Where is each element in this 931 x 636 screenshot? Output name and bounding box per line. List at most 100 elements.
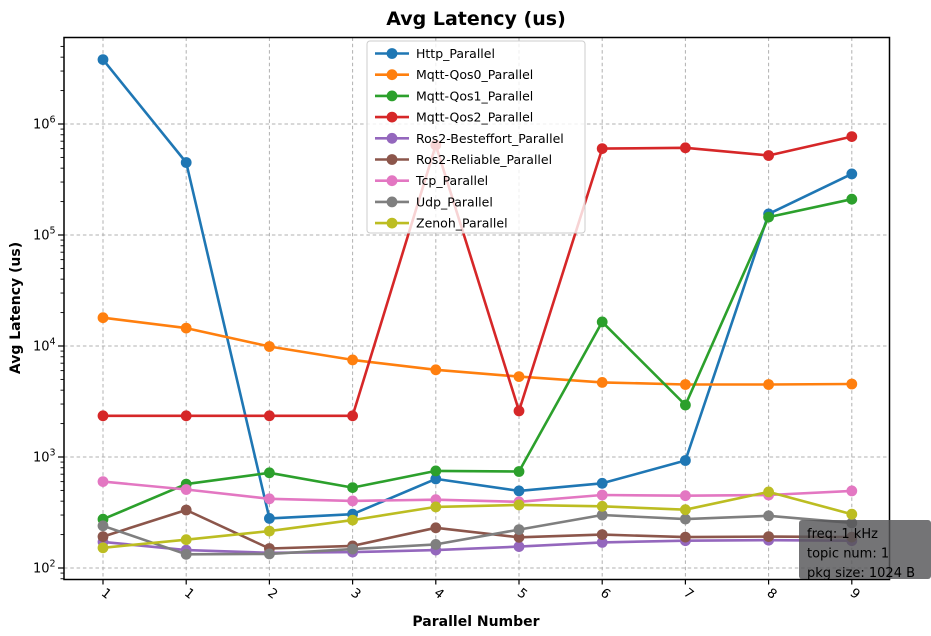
data-point (846, 508, 858, 520)
legend-label: Zenoh_Parallel (416, 216, 508, 231)
x-tick-label: 6 (597, 586, 613, 603)
x-tick-label: 3 (348, 586, 364, 603)
legend-marker (386, 196, 398, 208)
data-point (596, 509, 608, 521)
legend-marker (386, 48, 398, 59)
data-point (430, 522, 442, 534)
data-point (180, 322, 192, 334)
data-point (97, 531, 109, 542)
axes (58, 36, 891, 585)
data-point (180, 504, 192, 516)
data-point (680, 399, 691, 411)
series-line-Udp_Parallel (101, 513, 854, 556)
series-line-Ros2-Reliable_Parallel (101, 508, 854, 550)
x-axis-label: Parallel Number (412, 614, 539, 630)
legend-item-Udp_Parallel: Udp_Parallel (375, 194, 493, 209)
data-point (763, 510, 774, 522)
legend-marker (386, 69, 398, 81)
data-point (513, 405, 525, 417)
legend-marker (386, 111, 398, 123)
annotation-line: freq: 1 kHz (807, 527, 878, 542)
series-line-Tcp_Parallel (101, 480, 854, 504)
data-point (97, 520, 109, 532)
legend-item-Ros2-Besteffort_Parallel: Ros2-Besteffort_Parallel (375, 131, 564, 146)
series-line-Ros2-Besteffort_Parallel (101, 538, 854, 555)
data-point (430, 364, 442, 376)
legend-item-Mqtt-Qos1_Parallel: Mqtt-Qos1_Parallel (375, 88, 533, 103)
x-tick-label: 1 (98, 586, 114, 603)
data-point (97, 54, 109, 65)
data-point (680, 142, 691, 154)
data-point (680, 531, 691, 543)
legend-item-Mqtt-Qos0_Parallel: Mqtt-Qos0_Parallel (375, 67, 533, 82)
data-point (513, 531, 525, 543)
data-point (846, 378, 858, 390)
data-point (180, 548, 192, 560)
x-tick-label: 9 (847, 586, 863, 603)
data-point (180, 534, 192, 546)
legend-item-Http_Parallel: Http_Parallel (375, 46, 495, 61)
series-line-Mqtt-Qos1_Parallel (101, 197, 854, 521)
y-tick-label: 106 (33, 115, 56, 133)
data-point (513, 541, 525, 552)
legend: Http_Parallel Mqtt-Qos0_Parallel Mqtt-Qos1… (366, 40, 586, 234)
y-tick-label: 104 (33, 337, 56, 355)
data-point (347, 495, 358, 507)
legend-marker (386, 217, 398, 229)
series-line-Mqtt-Qos2_Parallel (101, 135, 854, 418)
data-point (513, 371, 525, 382)
data-point (97, 476, 109, 487)
legend-item-Zenoh_Parallel: Zenoh_Parallel (375, 216, 508, 231)
y-tick-label: 102 (33, 559, 56, 577)
data-point (846, 193, 858, 205)
legend-item-Mqtt-Qos2_Parallel: Mqtt-Qos2_Parallel (375, 110, 533, 125)
annotation-background (799, 520, 931, 579)
data-point (680, 513, 691, 525)
x-tick-label: 5 (514, 586, 530, 603)
x-tick-label: 8 (764, 586, 780, 603)
legend-label: Tcp_Parallel (415, 173, 488, 188)
x-tick-label: 7 (680, 586, 696, 603)
x-tick-label: 4 (431, 586, 447, 603)
data-point (596, 500, 608, 512)
legend-label: Mqtt-Qos2_Parallel (416, 110, 533, 125)
data-point (846, 131, 858, 143)
data-point (430, 501, 442, 513)
data-point (513, 499, 525, 511)
legend-label: Ros2-Besteffort_Parallel (416, 131, 564, 146)
data-point (347, 354, 358, 366)
legend-marker (386, 175, 398, 187)
data-point (264, 513, 275, 524)
data-point (347, 543, 358, 555)
data-point (347, 410, 358, 422)
legend-item-Tcp_Parallel: Tcp_Parallel (375, 173, 488, 188)
y-axis-label: Avg Latency (us) (8, 242, 24, 374)
annotation-line: pkg size: 1024 B (807, 566, 915, 581)
plot-border (63, 36, 891, 581)
data-point (264, 525, 275, 537)
legend-label: Udp_Parallel (416, 194, 493, 209)
legend-label: Mqtt-Qos0_Parallel (416, 67, 533, 82)
legend-label: Http_Parallel (416, 46, 495, 61)
data-point (264, 548, 275, 560)
legend-marker (386, 154, 398, 165)
series-markers-Ros2-Reliable_Parallel (97, 504, 858, 554)
data-point (430, 539, 442, 550)
y-tick-label: 103 (33, 448, 56, 466)
data-point (264, 493, 275, 505)
data-point (596, 377, 608, 388)
series-markers-Udp_Parallel (97, 509, 858, 560)
data-point (680, 379, 691, 390)
y-tick-labels: 102 103 104 105 106 (33, 115, 56, 577)
data-point (596, 477, 608, 489)
data-point (763, 150, 774, 161)
data-point (347, 482, 358, 493)
data-point (97, 542, 109, 554)
data-point (513, 485, 525, 497)
data-point (264, 341, 275, 352)
data-point (180, 484, 192, 495)
data-point (846, 168, 858, 180)
series-line-Http_Parallel (101, 58, 854, 520)
data-point (264, 467, 275, 479)
